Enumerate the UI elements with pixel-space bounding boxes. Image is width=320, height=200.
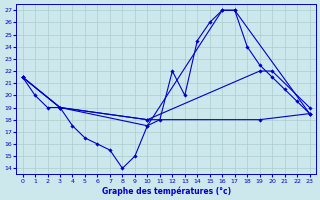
- X-axis label: Graphe des températures (°c): Graphe des températures (°c): [101, 186, 231, 196]
